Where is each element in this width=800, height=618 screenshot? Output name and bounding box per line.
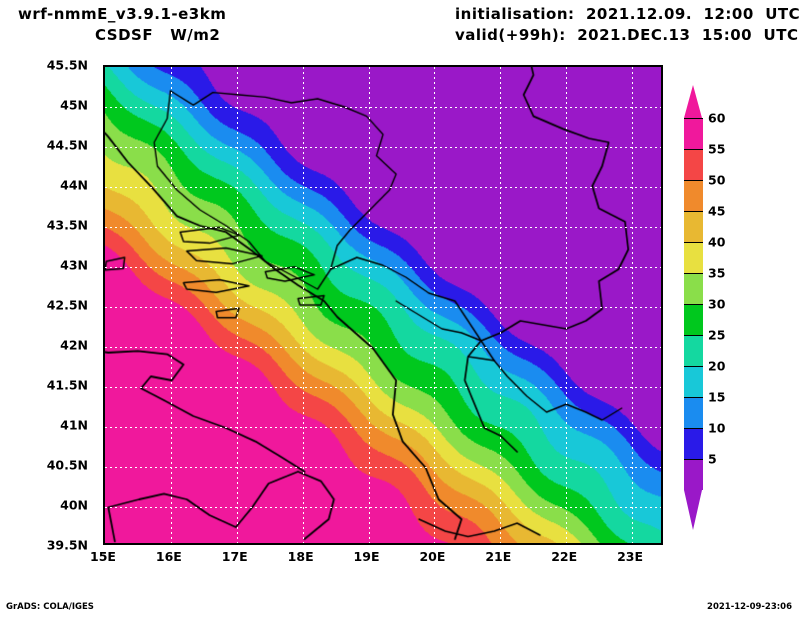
initialisation-label: initialisation: 2021.12.09. 12:00 UTC [455,5,800,23]
x-tick [566,543,567,545]
colorbar-segment [684,366,703,397]
colorbar-label: 60 [708,110,726,126]
x-tick [632,543,633,545]
colorbar-segment [684,428,703,459]
y-tick-label: 44.5N [46,137,88,153]
y-tick [103,187,105,188]
y-tick-label: 39.5N [46,537,88,553]
map-plot-area[interactable] [103,65,663,545]
y-tick-label: 41.5N [46,377,88,393]
x-tick-label: 19E [353,549,380,564]
y-tick-label: 45.5N [46,57,88,73]
colorbar-segment [684,211,703,242]
colorbar-label: 50 [708,172,726,188]
y-tick [103,67,105,68]
x-tick-label: 20E [419,549,446,564]
model-title: wrf-nmmE_v3.9.1-e3km [18,5,227,23]
x-tick-label: 23E [617,549,644,564]
y-tick-label: 45N [60,97,88,113]
x-tick [303,543,304,545]
colorbar-segment [684,118,703,149]
x-tick-label: 22E [551,549,578,564]
variable-title: CSDSF W/m2 [95,26,221,44]
y-tick-label: 43N [60,257,88,273]
colorbar-segment [684,242,703,273]
colorbar-label: 40 [708,234,726,250]
x-tick-label: 21E [485,549,512,564]
y-tick [103,347,105,348]
y-tick [103,427,105,428]
colorbar-over-arrow-icon [684,85,702,118]
y-tick-label: 42N [60,337,88,353]
colorbar-label: 30 [708,296,726,312]
colorbar-segment [684,335,703,366]
x-tick-label: 16E [155,549,182,564]
x-tick-label: 15E [90,549,116,564]
colorbar[interactable]: 5 10 15 20 25 30 35 40 45 50 55 60 [684,85,725,530]
y-tick [103,267,105,268]
y-tick-label: 41N [60,417,88,433]
y-tick [103,147,105,148]
x-tick-label: 17E [221,549,248,564]
colorbar-label: 20 [708,358,726,374]
x-tick [434,543,435,545]
y-tick [103,307,105,308]
y-tick [103,107,105,108]
colorbar-label: 45 [708,203,726,219]
colorbar-under-arrow-icon [684,490,702,530]
x-tick [237,543,238,545]
valid-time-label: valid(+99h): 2021.DEC.13 15:00 UTC [455,26,799,44]
y-tick [103,387,105,388]
colorbar-segment [684,180,703,211]
x-tick [369,543,370,545]
y-tick-label: 40N [60,497,88,513]
x-tick [500,543,501,545]
render-timestamp: 2021-12-09-23:06 [707,602,792,612]
contour-field [105,67,661,543]
colorbar-label: 55 [708,141,726,157]
colorbar-label: 5 [708,451,717,467]
grads-credit: GrADS: COLA/IGES [6,602,94,612]
x-tick-label: 18E [287,549,314,564]
colorbar-segment [684,304,703,335]
y-tick-label: 43.5N [46,217,88,233]
y-tick-label: 40.5N [46,457,88,473]
colorbar-segment [684,273,703,304]
y-tick [103,467,105,468]
y-tick [103,507,105,508]
x-tick [105,543,106,545]
colorbar-label: 10 [708,420,726,436]
colorbar-label: 15 [708,389,726,405]
x-tick [171,543,172,545]
colorbar-segment [684,397,703,428]
y-tick-label: 42.5N [46,297,88,313]
y-tick [103,227,105,228]
colorbar-label: 25 [708,327,726,343]
colorbar-segment [684,149,703,180]
colorbar-label: 35 [708,265,726,281]
y-tick-label: 44N [60,177,88,193]
colorbar-segment [684,459,703,490]
